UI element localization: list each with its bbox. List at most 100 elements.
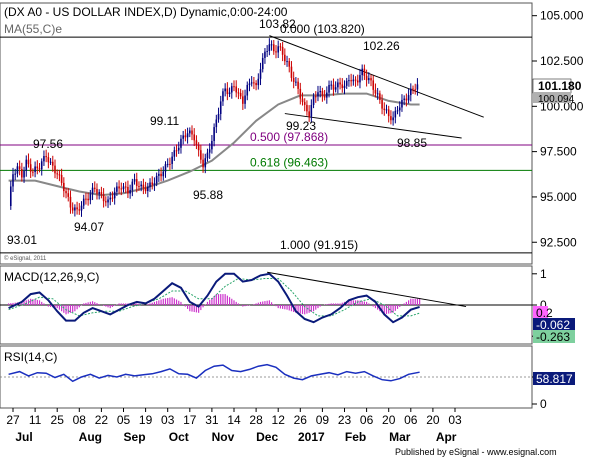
candle-body	[299, 88, 302, 99]
candle-body	[401, 99, 403, 108]
x-date-label: 28	[249, 413, 263, 427]
candle-body	[69, 196, 72, 208]
candle-body	[379, 93, 381, 100]
trendline-lower	[284, 113, 462, 139]
candle-body	[12, 174, 14, 187]
candle-body	[332, 84, 335, 90]
candle-body	[23, 170, 25, 178]
candle-body	[253, 82, 255, 84]
fib-label: 0.500 (97.868)	[250, 130, 328, 144]
candle-body	[341, 84, 344, 89]
candle-body	[250, 82, 253, 84]
candle-body	[71, 207, 74, 211]
candle-body	[394, 110, 397, 118]
candle-body	[21, 168, 23, 178]
rsi-line	[8, 363, 420, 383]
candle-body	[177, 147, 180, 151]
x-date-label: 17	[183, 413, 197, 427]
candle-body	[350, 80, 352, 82]
price-annotation: 99.11	[150, 114, 179, 128]
candle-body	[171, 156, 173, 164]
fib-label: 0.000 (103.820)	[280, 22, 365, 36]
candle-body	[63, 182, 65, 192]
candle-body	[328, 84, 330, 93]
candle-body	[314, 96, 317, 98]
candle-body	[257, 78, 260, 86]
candle-body	[45, 156, 47, 158]
candle-body	[107, 199, 109, 203]
candle-body	[162, 171, 165, 177]
candle-body	[186, 133, 189, 138]
candle-body	[34, 166, 36, 173]
candle-body	[323, 95, 326, 98]
candle-body	[224, 88, 226, 92]
fib-levels: 0.000 (103.820) 0.500 (97.868) 0.618 (96.4…	[0, 22, 532, 254]
candle-body	[330, 84, 333, 86]
candle-body	[147, 186, 149, 192]
candle-body	[195, 140, 198, 146]
candle-body	[374, 89, 377, 94]
ma-value-tag	[533, 92, 571, 103]
candle-body	[385, 109, 388, 111]
candle-body	[376, 93, 379, 95]
candle-body	[36, 166, 39, 169]
candle-body	[74, 207, 76, 211]
candle-body	[140, 184, 142, 187]
candle-body	[109, 197, 112, 200]
candle-body	[363, 68, 366, 76]
x-month-label: 2017	[298, 430, 325, 444]
candle-body	[334, 87, 337, 90]
candle-body	[403, 98, 405, 100]
x-date-label: 03	[161, 413, 175, 427]
trendlines	[269, 35, 484, 139]
x-month-label: Sep	[124, 430, 146, 444]
candle-body	[301, 98, 304, 103]
x-month-label: Jul	[15, 430, 32, 444]
candle-body	[319, 90, 321, 93]
trendline-upper	[269, 35, 484, 118]
candle-body	[169, 163, 171, 165]
candle-body	[38, 168, 41, 170]
candle-body	[317, 92, 319, 97]
candle-body	[158, 173, 160, 176]
macd-value-tag	[533, 318, 575, 331]
candle-body	[281, 46, 284, 55]
candle-body	[339, 82, 341, 85]
candle-body	[222, 91, 224, 102]
candle-body	[321, 90, 324, 96]
candle-body	[244, 95, 246, 104]
price-annotation: 103.82	[259, 17, 296, 31]
x-date-label: 14	[227, 413, 241, 427]
ma-indicator-label: MA(55,C)e	[4, 22, 62, 36]
candle-body	[40, 161, 43, 170]
candle-body	[47, 157, 50, 163]
candle-body	[173, 150, 176, 157]
ma-value: 100.094	[538, 94, 575, 105]
candle-body	[85, 198, 87, 200]
x-month-label: Dec	[256, 430, 278, 444]
candle-body	[242, 96, 244, 104]
candle-body	[352, 79, 355, 82]
candle-body	[405, 98, 408, 101]
candle-body	[246, 84, 249, 96]
candle-body	[288, 61, 291, 67]
candle-body	[414, 89, 417, 91]
price-tick-label: 92.500	[540, 235, 577, 249]
candle-body	[343, 85, 346, 89]
candle-body	[290, 66, 293, 78]
candle-body	[228, 92, 231, 95]
candle-body	[96, 188, 98, 194]
candle-body	[56, 173, 58, 175]
candle-body	[124, 186, 127, 188]
candle-body	[390, 116, 392, 121]
x-date-label: 25	[51, 413, 65, 427]
candle-body	[138, 186, 140, 188]
candle-body	[279, 46, 282, 48]
candle-body	[160, 173, 162, 177]
candle-body	[16, 166, 19, 174]
candle-body	[284, 54, 286, 62]
price-annotation: 95.88	[193, 188, 223, 202]
price-annotation: 94.07	[74, 220, 104, 234]
candle-body	[82, 198, 85, 206]
